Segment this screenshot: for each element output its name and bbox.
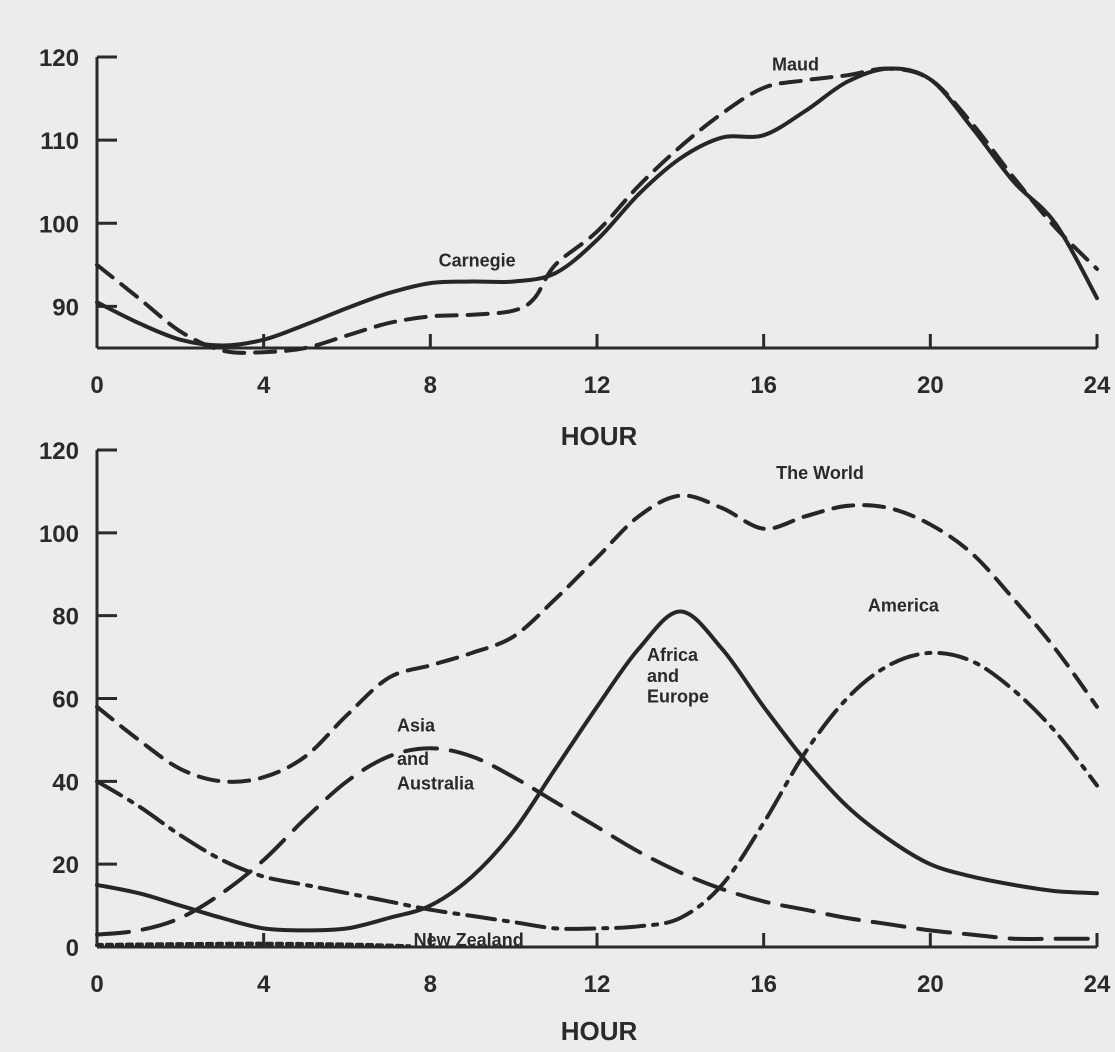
bottom-x-tick-label: 4 — [257, 971, 271, 998]
curve-label-and: and — [647, 666, 679, 686]
bottom-y-tick-label: 60 — [52, 687, 79, 714]
curve-label-america: America — [868, 596, 940, 616]
series-africa-and-europe-line — [95, 609, 1099, 933]
top-x-tick-label: 0 — [90, 372, 103, 399]
bottom-x-tick-label: 16 — [750, 971, 777, 998]
series-america-line — [95, 650, 1099, 931]
top-x-tick-label: 8 — [424, 372, 437, 399]
curve-label-africa: Africa — [647, 645, 699, 665]
top-x-tick-label: 24 — [1084, 372, 1111, 399]
bottom-y-tick-label: 0 — [66, 935, 79, 962]
top-x-axis-title: HOUR — [561, 421, 638, 451]
bottom-x-tick-label: 24 — [1084, 971, 1111, 998]
bottom-x-axis-title: HOUR — [561, 1016, 638, 1046]
bottom-x-tick-label: 0 — [90, 971, 103, 998]
bottom-x-tick-label: 20 — [917, 971, 944, 998]
top-x-tick-label: 12 — [584, 372, 611, 399]
series-new-zealand-line — [95, 941, 412, 949]
top-x-tick-label: 4 — [257, 372, 271, 399]
bottom-y-tick-label: 40 — [52, 769, 79, 796]
curve-label-carnegie: Carnegie — [439, 251, 516, 271]
top-y-tick-label: 120 — [39, 45, 79, 72]
top-x-tick-label: 16 — [750, 372, 777, 399]
top-y-tick-label: 110 — [40, 128, 79, 155]
bottom-y-tick-label: 120 — [39, 438, 79, 465]
series-carnegie-line — [95, 66, 1099, 348]
series-maud-line — [95, 66, 1099, 355]
bottom-x-tick-label: 12 — [584, 971, 611, 998]
top-y-tick-label: 100 — [39, 211, 79, 238]
bottom-y-tick-label: 80 — [52, 604, 79, 631]
top-x-tick-label: 20 — [917, 372, 944, 399]
series-the-world-line — [95, 493, 1099, 784]
curve-label-and: and — [397, 749, 429, 769]
bottom-chart-panel: 0 4 8 12 16 20 24 0 20 40 60 80 100 120 HOUR The World A… — [39, 438, 1111, 1046]
curve-label-the-world: The World — [776, 463, 864, 483]
bottom-x-tick-label: 8 — [424, 971, 437, 998]
top-y-tick-label: 90 — [52, 294, 79, 321]
curve-label-asia: Asia — [397, 716, 436, 736]
curve-label-australia: Australia — [397, 774, 475, 794]
curve-label-europe: Europe — [647, 687, 709, 707]
curve-label-new-zealand: New Zealand — [414, 930, 524, 950]
curve-label-maud: Maud — [772, 54, 819, 74]
bottom-y-tick-label: 100 — [39, 521, 79, 548]
top-chart-panel: 0 4 8 12 16 20 24 90 100 110 120 HOUR Maud Carnegie — [39, 45, 1111, 451]
series-asia-and-australia-line — [95, 746, 1099, 942]
bottom-y-tick-label: 20 — [52, 852, 79, 879]
